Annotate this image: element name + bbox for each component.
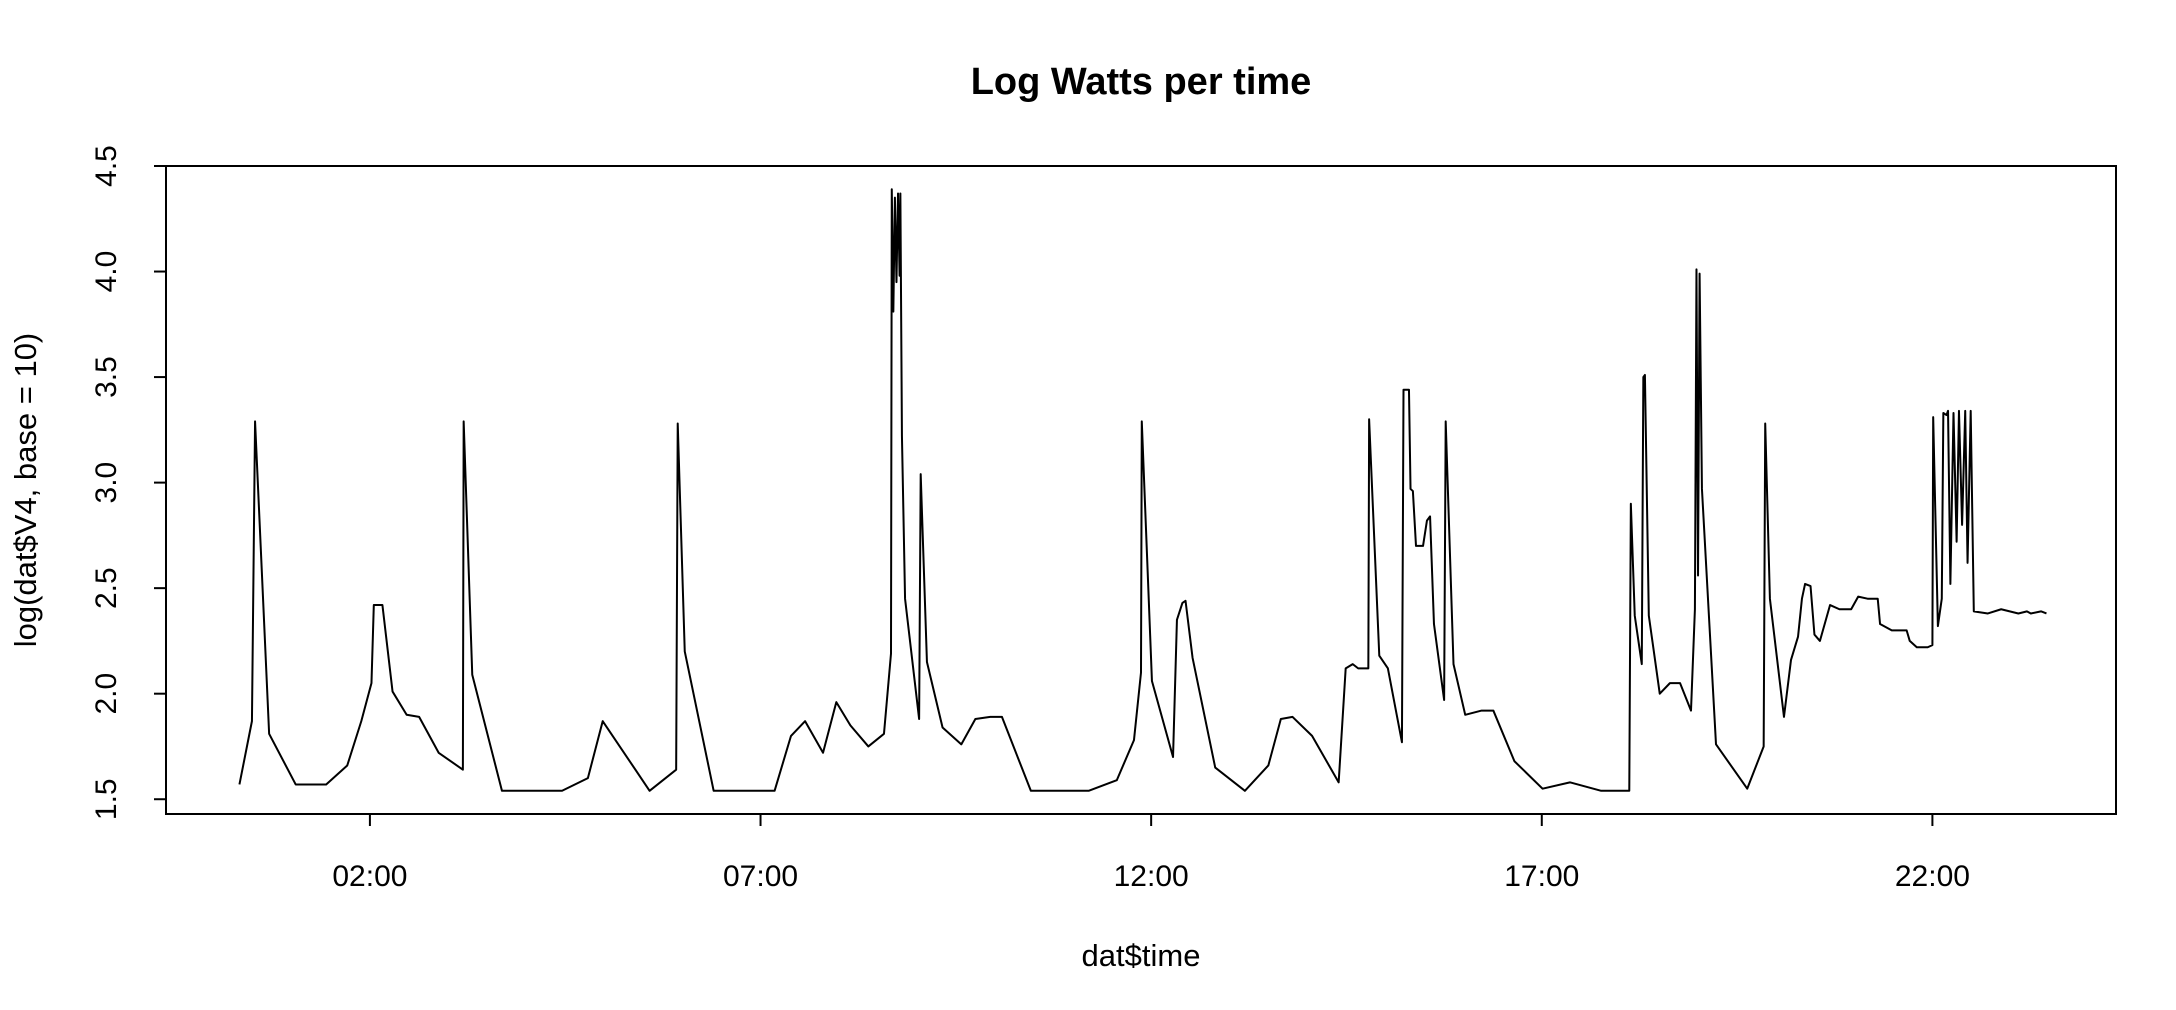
y-tick-label: 3.5 <box>90 356 123 398</box>
y-tick-label: 3.0 <box>90 462 123 504</box>
y-tick-label: 2.0 <box>90 673 123 715</box>
y-axis-label: log(dat$V4, base = 10) <box>8 333 43 648</box>
x-axis-label: dat$time <box>1082 938 1201 973</box>
y-tick-label: 4.5 <box>90 145 123 187</box>
x-tick-label: 12:00 <box>1114 860 1189 893</box>
x-tick-label: 22:00 <box>1895 860 1970 893</box>
y-tick-label: 4.0 <box>90 251 123 293</box>
x-tick-label: 17:00 <box>1504 860 1579 893</box>
x-tick-label: 02:00 <box>332 860 407 893</box>
chart-title: Log Watts per time <box>971 61 1312 103</box>
y-tick-label: 1.5 <box>90 778 123 820</box>
data-line <box>238 188 2047 792</box>
plot-frame <box>165 165 2117 815</box>
y-tick-label: 2.5 <box>90 567 123 609</box>
x-tick-label: 07:00 <box>723 860 798 893</box>
